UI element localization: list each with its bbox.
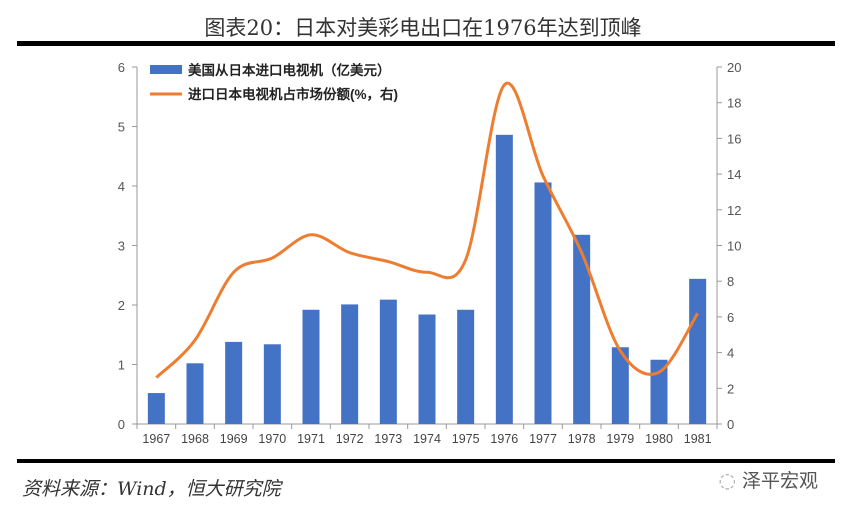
- top-rule: [17, 41, 835, 46]
- left-tick-label: 6: [118, 60, 125, 75]
- right-tick-label: 8: [727, 274, 734, 289]
- bar: [379, 299, 397, 424]
- bar: [611, 347, 629, 424]
- right-tick-label: 20: [727, 60, 741, 75]
- x-tick-label: 1972: [336, 432, 364, 446]
- left-tick-label: 3: [118, 239, 125, 254]
- x-tick-label: 1969: [220, 432, 248, 446]
- x-tick-label: 1981: [684, 432, 712, 446]
- right-tick-label: 14: [727, 167, 741, 182]
- watermark-text: 泽平宏观: [741, 470, 818, 492]
- bar: [418, 314, 436, 424]
- bar: [495, 134, 513, 424]
- bar: [341, 304, 359, 424]
- right-tick-label: 0: [727, 417, 734, 432]
- bar: [457, 309, 475, 424]
- bar: [225, 341, 243, 424]
- legend-bar-label: 美国从日本进口电视机（亿美元）: [188, 62, 391, 78]
- left-tick-label: 0: [118, 417, 125, 432]
- x-tick-label: 1974: [413, 432, 441, 446]
- chart-title: 图表20：日本对美彩电出口在1976年达到顶峰: [204, 16, 642, 40]
- bar: [302, 309, 320, 424]
- source-note: 资料来源：Wind，恒大研究院: [22, 478, 281, 500]
- right-tick-label: 12: [727, 203, 741, 218]
- bar: [147, 393, 165, 424]
- x-tick-label: 1967: [142, 432, 170, 446]
- x-tick-label: 1968: [181, 432, 209, 446]
- x-tick-label: 1970: [258, 432, 286, 446]
- legend-bar-swatch: [150, 65, 182, 74]
- x-tick-label: 1979: [606, 432, 634, 446]
- bar: [689, 278, 707, 424]
- bar: [573, 234, 591, 424]
- bar: [263, 344, 281, 424]
- right-tick-label: 10: [727, 239, 741, 254]
- x-tick-label: 1971: [297, 432, 325, 446]
- right-tick-label: 2: [727, 381, 734, 396]
- right-tick-label: 16: [727, 131, 741, 146]
- right-tick-label: 4: [727, 346, 734, 361]
- left-tick-label: 1: [118, 358, 125, 373]
- x-tick-label: 1980: [645, 432, 673, 446]
- left-tick-label: 4: [118, 179, 125, 194]
- x-tick-label: 1975: [452, 432, 480, 446]
- x-tick-label: 1973: [374, 432, 402, 446]
- share-line: [155, 81, 699, 379]
- legend-line-label: 进口日本电视机占市场份额(%，右): [188, 86, 398, 102]
- x-tick-label: 1978: [568, 432, 596, 446]
- right-tick-label: 6: [727, 310, 734, 325]
- wechat-icon: ◌: [718, 467, 736, 492]
- left-tick-label: 2: [118, 298, 125, 313]
- bottom-rule: [17, 459, 835, 463]
- bar: [534, 182, 552, 424]
- left-tick-label: 5: [118, 120, 125, 135]
- x-tick-label: 1976: [490, 432, 518, 446]
- bar: [186, 363, 204, 424]
- right-tick-label: 18: [727, 96, 741, 111]
- x-tick-label: 1977: [529, 432, 557, 446]
- watermark: ◌ 泽平宏观: [719, 466, 818, 493]
- bar: [650, 359, 668, 424]
